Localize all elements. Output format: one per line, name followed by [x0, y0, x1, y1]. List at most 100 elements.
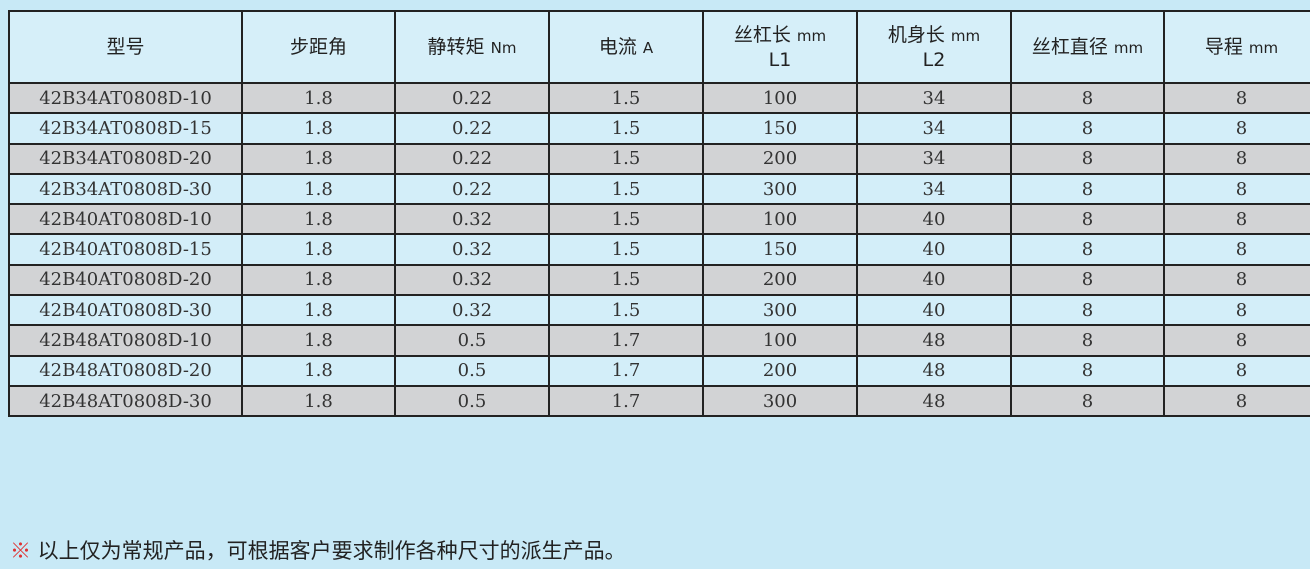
table-cell: 300 [702, 172, 858, 206]
table-cell: 42B34AT0808D-15 [8, 112, 243, 145]
table-cell: 34 [856, 172, 1012, 206]
table-cell: 1.8 [241, 294, 396, 327]
table-row: 42B40AT0808D-20 1.8 0.32 1.5 200 40 8 8 [8, 263, 1310, 297]
header-label: 丝杠长 [733, 23, 791, 46]
table-cell: 1.5 [548, 112, 704, 145]
header-label: 导程 [1204, 35, 1243, 58]
table-cell: 150 [702, 112, 858, 145]
table-cell: 0.32 [394, 203, 550, 236]
spec-table: 型号 步距角 静转矩 Nm 电流 A 丝杠长 mm L1 机身长 mm L2 丝杠直径 mm 导程… [8, 10, 1310, 418]
table-row: 42B40AT0808D-10 1.8 0.32 1.5 100 40 8 8 [8, 203, 1310, 236]
header-unit: mm [1248, 38, 1279, 57]
table-cell: 8 [1010, 233, 1165, 266]
table-cell: 300 [702, 384, 858, 418]
table-cell: 42B48AT0808D-20 [8, 354, 243, 387]
header-label: 步距角 [289, 36, 347, 58]
table-row: 42B48AT0808D-30 1.8 0.5 1.7 300 48 8 8 [8, 384, 1310, 418]
table-cell: 40 [856, 233, 1012, 266]
table-cell: 42B34AT0808D-30 [8, 172, 243, 206]
table-cell: 0.22 [394, 81, 550, 115]
header-unit: A [642, 38, 654, 57]
table-cell: 34 [856, 112, 1012, 145]
table-cell: 200 [702, 142, 858, 175]
column-header: 丝杠直径 mm [1010, 10, 1165, 84]
table-cell: 1.8 [241, 324, 396, 357]
table-cell: 8 [1163, 263, 1310, 297]
table-cell: 1.8 [241, 384, 396, 418]
table-cell: 8 [1010, 384, 1165, 418]
table-row: 42B40AT0808D-30 1.8 0.32 1.5 300 40 8 8 [8, 294, 1310, 327]
table-cell: 1.5 [548, 294, 704, 327]
table-cell: 48 [856, 324, 1012, 357]
table-cell: 0.32 [394, 233, 550, 266]
table-cell: 8 [1163, 142, 1310, 175]
table-cell: 42B40AT0808D-10 [8, 203, 243, 236]
header-unit: mm [1113, 38, 1144, 57]
table-cell: 40 [856, 294, 1012, 327]
table-cell: 8 [1010, 263, 1165, 297]
table-cell: 42B40AT0808D-20 [8, 263, 243, 297]
table-row: 42B40AT0808D-15 1.8 0.32 1.5 150 40 8 8 [8, 233, 1310, 266]
table-cell: 1.8 [241, 203, 396, 236]
table-cell: 150 [702, 233, 858, 266]
column-header: 静转矩 Nm [394, 10, 550, 84]
header-unit: mm [950, 26, 981, 45]
footnote-text: 以上仅为常规产品，可根据客户要求制作各种尺寸的派生产品。 [31, 539, 626, 563]
table-cell: 1.5 [548, 81, 704, 115]
header-unit: mm [796, 26, 827, 45]
table-cell: 42B34AT0808D-10 [8, 81, 243, 115]
reference-mark-icon: ※ [10, 539, 31, 563]
table-cell: 0.22 [394, 112, 550, 145]
table-cell: 1.5 [548, 263, 704, 297]
table-cell: 0.32 [394, 294, 550, 327]
column-header: 型号 [8, 10, 243, 84]
header-label: 静转矩 [427, 35, 485, 58]
table-row: 42B34AT0808D-20 1.8 0.22 1.5 200 34 8 8 [8, 142, 1310, 175]
table-cell: 1.8 [241, 81, 396, 115]
table-row: 42B34AT0808D-15 1.8 0.22 1.5 150 34 8 8 [8, 112, 1310, 145]
table-cell: 8 [1010, 294, 1165, 327]
header-label: 电流 [598, 35, 637, 58]
footnote: ※ 以上仅为常规产品，可根据客户要求制作各种尺寸的派生产品。 [10, 535, 626, 565]
table-cell: 8 [1010, 203, 1165, 236]
table-row: 42B48AT0808D-10 1.8 0.5 1.7 100 48 8 8 [8, 324, 1310, 357]
header-label: 丝杠直径 [1031, 35, 1108, 58]
table-cell: 42B40AT0808D-15 [8, 233, 243, 266]
table-cell: 34 [856, 81, 1012, 115]
table-cell: 1.5 [548, 233, 704, 266]
column-header: 丝杠长 mm L1 [702, 10, 858, 84]
table-cell: 42B48AT0808D-10 [8, 324, 243, 357]
table-cell: 8 [1163, 172, 1310, 206]
table-cell: 1.7 [548, 324, 704, 357]
column-header: 机身长 mm L2 [856, 10, 1012, 84]
table-cell: 0.5 [394, 324, 550, 357]
table-cell: 8 [1010, 354, 1165, 387]
table-cell: 8 [1163, 81, 1310, 115]
table-cell: 42B40AT0808D-30 [8, 294, 243, 327]
column-header: 电流 A [548, 10, 704, 84]
table-cell: 1.5 [548, 172, 704, 206]
table-cell: 8 [1010, 112, 1165, 145]
table-cell: 8 [1163, 294, 1310, 327]
table-cell: 1.7 [548, 354, 704, 387]
table-cell: 34 [856, 142, 1012, 175]
table-cell: 200 [702, 263, 858, 297]
header-sub: L2 [922, 48, 946, 71]
table-cell: 1.8 [241, 233, 396, 266]
header-row: 型号 步距角 静转矩 Nm 电流 A 丝杠长 mm L1 机身长 mm L2 丝杠直径 mm 导程… [8, 10, 1310, 84]
table-cell: 1.7 [548, 384, 704, 418]
table-cell: 0.5 [394, 384, 550, 418]
table-cell: 48 [856, 384, 1012, 418]
header-sub: L1 [768, 48, 792, 71]
table-cell: 8 [1010, 324, 1165, 357]
column-header: 步距角 [241, 10, 396, 84]
header-unit: Nm [490, 38, 517, 57]
table-cell: 8 [1163, 112, 1310, 145]
table-cell: 8 [1163, 384, 1310, 418]
column-header: 导程 mm [1163, 10, 1310, 84]
table-cell: 0.22 [394, 172, 550, 206]
header-label: 机身长 [887, 23, 945, 46]
table-cell: 0.22 [394, 142, 550, 175]
table-cell: 40 [856, 203, 1012, 236]
table-cell: 8 [1163, 324, 1310, 357]
